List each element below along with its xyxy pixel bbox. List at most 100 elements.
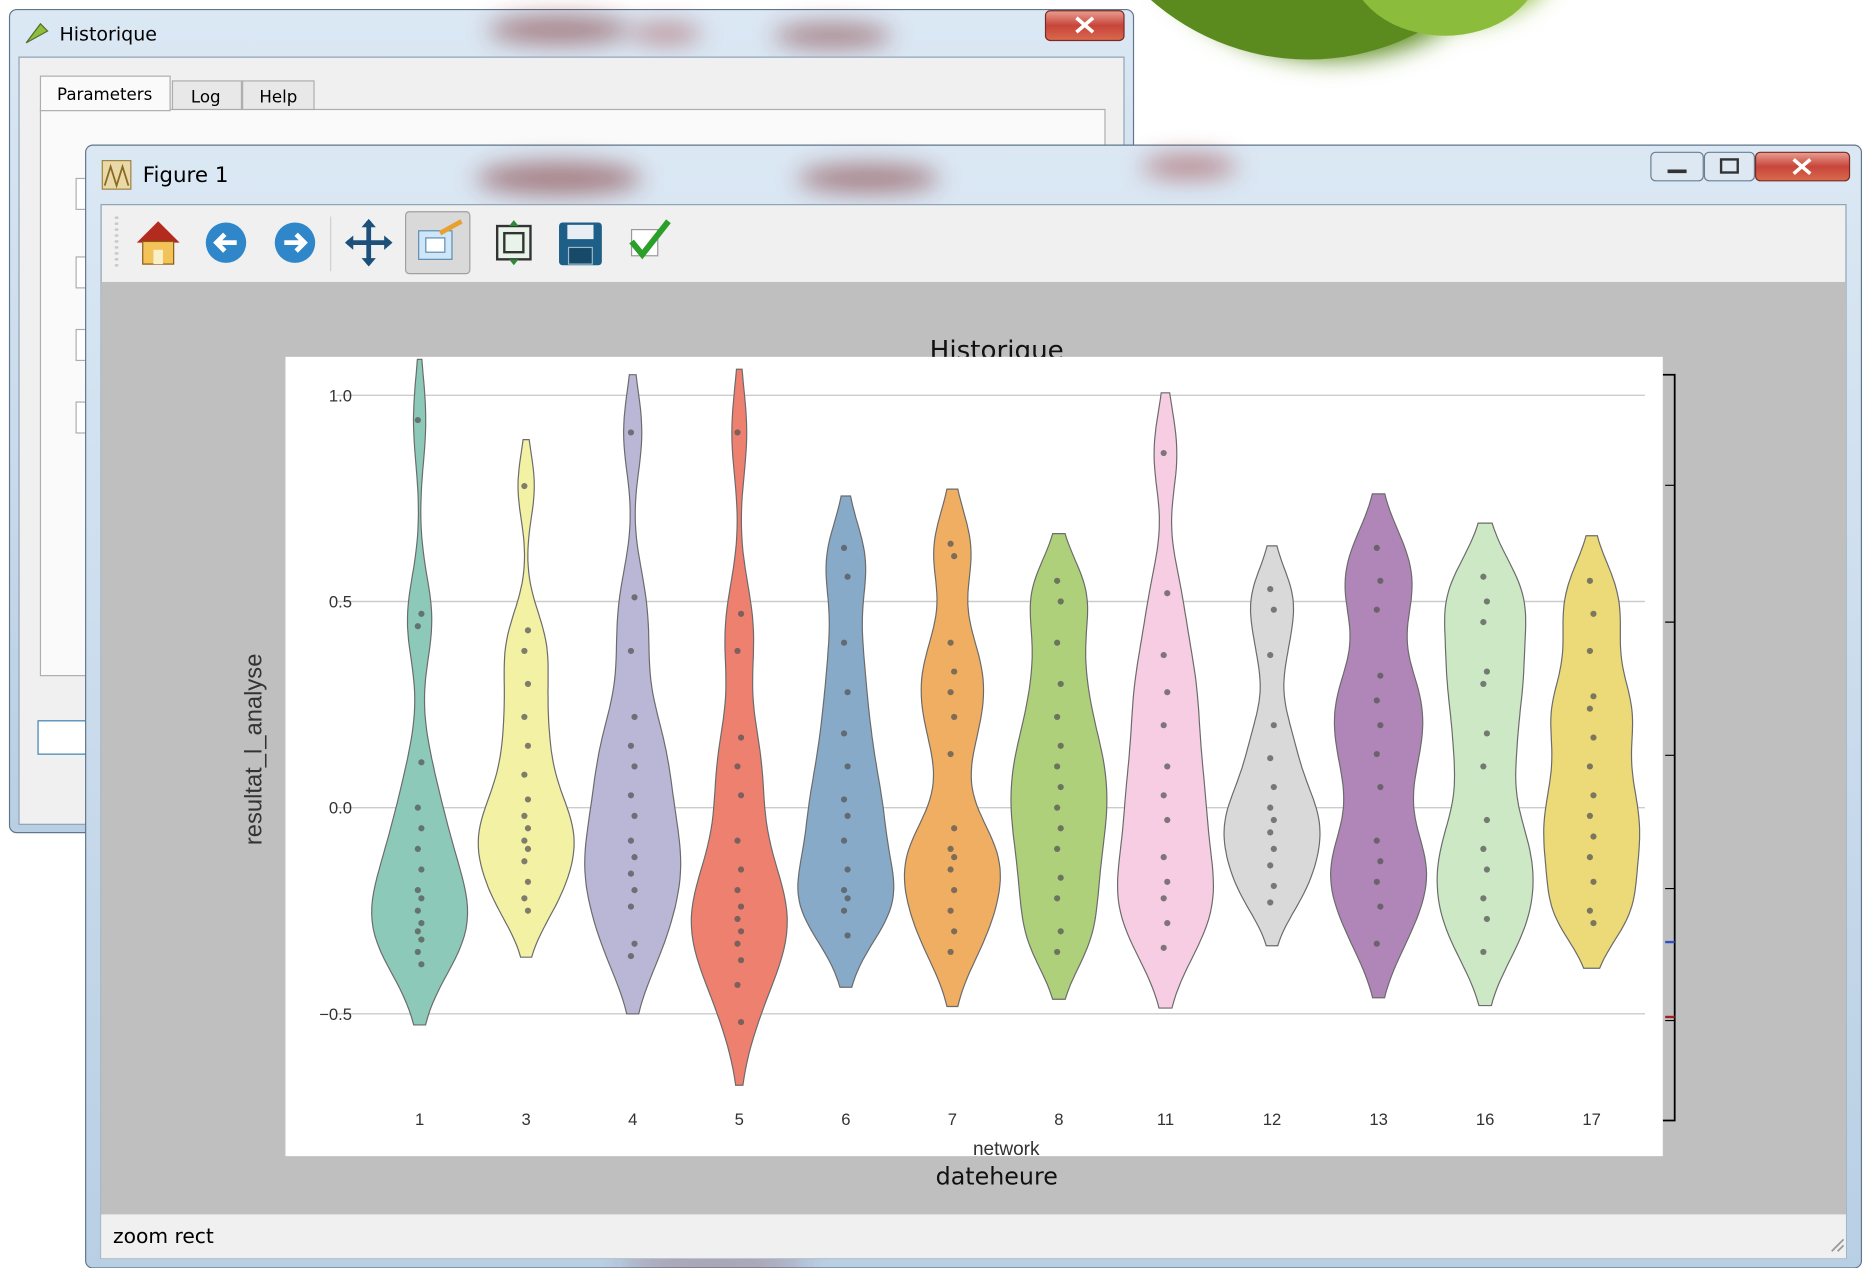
data-point [737,734,745,741]
data-point [840,887,848,894]
data-point [1057,928,1064,935]
data-point [627,742,635,749]
pan-button[interactable] [344,218,393,267]
data-point [1267,804,1274,811]
data-point [1373,837,1380,844]
data-point [521,837,528,844]
data-point [631,763,638,770]
data-point [951,713,958,721]
violin [797,495,895,988]
data-point [521,812,528,819]
data-point [1267,862,1274,869]
data-point [631,940,638,947]
tab[interactable] [171,80,243,111]
resize-grip [1831,1238,1845,1252]
data-point [947,639,954,646]
data-point [1373,606,1380,613]
wallpaper-circle [1362,0,1528,36]
tab[interactable] [242,80,315,111]
data-point [1054,948,1061,956]
data-point [947,689,954,696]
data-point [521,713,528,721]
data-point [1590,792,1597,799]
data-point [1480,948,1487,956]
data-point [844,689,851,696]
data-point [951,887,958,894]
violin [371,358,469,1026]
minimize-button[interactable] [1650,151,1704,182]
data-point [734,647,741,655]
data-point [947,948,954,956]
x-tick-label: 3 [522,1110,531,1129]
data-point [1586,705,1593,712]
data-point [1586,854,1593,861]
data-point [1377,722,1384,729]
data-point [840,837,848,844]
data-point [627,647,635,655]
x-tick-label: 1 [415,1110,424,1129]
data-point [734,887,741,894]
data-point [1377,783,1384,791]
data-point [951,825,958,832]
data-point [1270,606,1277,613]
data-point [1590,833,1597,840]
back-button[interactable] [205,222,247,263]
data-point [418,610,425,617]
data-point [631,713,638,721]
data-point [1267,651,1274,659]
data-point [627,903,635,910]
status-bar [101,1214,1846,1259]
close-icon [1075,16,1095,34]
axes-ticks [1665,484,1675,1022]
data-point [1480,680,1487,688]
data-point [947,750,954,758]
data-point [844,812,851,819]
data-point [414,804,421,811]
data-point [1483,915,1491,923]
data-point [840,796,848,803]
violin [1223,545,1321,947]
home-button[interactable] [136,221,180,265]
progress-bar [37,720,93,755]
data-point [1586,577,1593,584]
violin [477,439,575,958]
configure-button[interactable] [495,220,532,266]
forward-button[interactable] [274,222,316,263]
data-point [414,928,421,935]
tab[interactable] [39,75,171,112]
x-tick-label: 17 [1582,1110,1601,1129]
data-point [414,887,421,894]
data-point [521,647,528,655]
data-point [1480,619,1487,626]
x-tick-label: 4 [628,1110,637,1129]
data-point [737,957,745,964]
x-tick-label: 16 [1476,1110,1495,1129]
data-point [844,895,851,902]
data-point [737,866,745,873]
data-point [524,878,532,885]
save-button[interactable] [559,222,602,266]
data-point [414,948,421,956]
data-point [418,936,425,943]
violin [690,368,788,1086]
maximize-button[interactable] [1703,151,1755,182]
data-point [1377,858,1384,865]
data-point [521,858,528,865]
data-point [1590,734,1597,741]
data-point [1057,825,1064,832]
data-point [840,907,848,914]
toolbar [114,211,671,275]
data-point [947,845,954,852]
maximize-icon [1719,158,1739,174]
y-axis-label: resultat_l_analyse [241,654,268,846]
status-text: zoom rect [113,1224,214,1248]
check-button[interactable] [629,219,671,260]
data-point [1586,763,1593,770]
violin [903,488,1001,1008]
zoom-button[interactable] [404,211,471,275]
data-point [1160,944,1167,951]
data-point [1164,878,1171,885]
data-point [1057,874,1064,881]
data-point [1164,920,1171,927]
data-point [1054,577,1061,584]
